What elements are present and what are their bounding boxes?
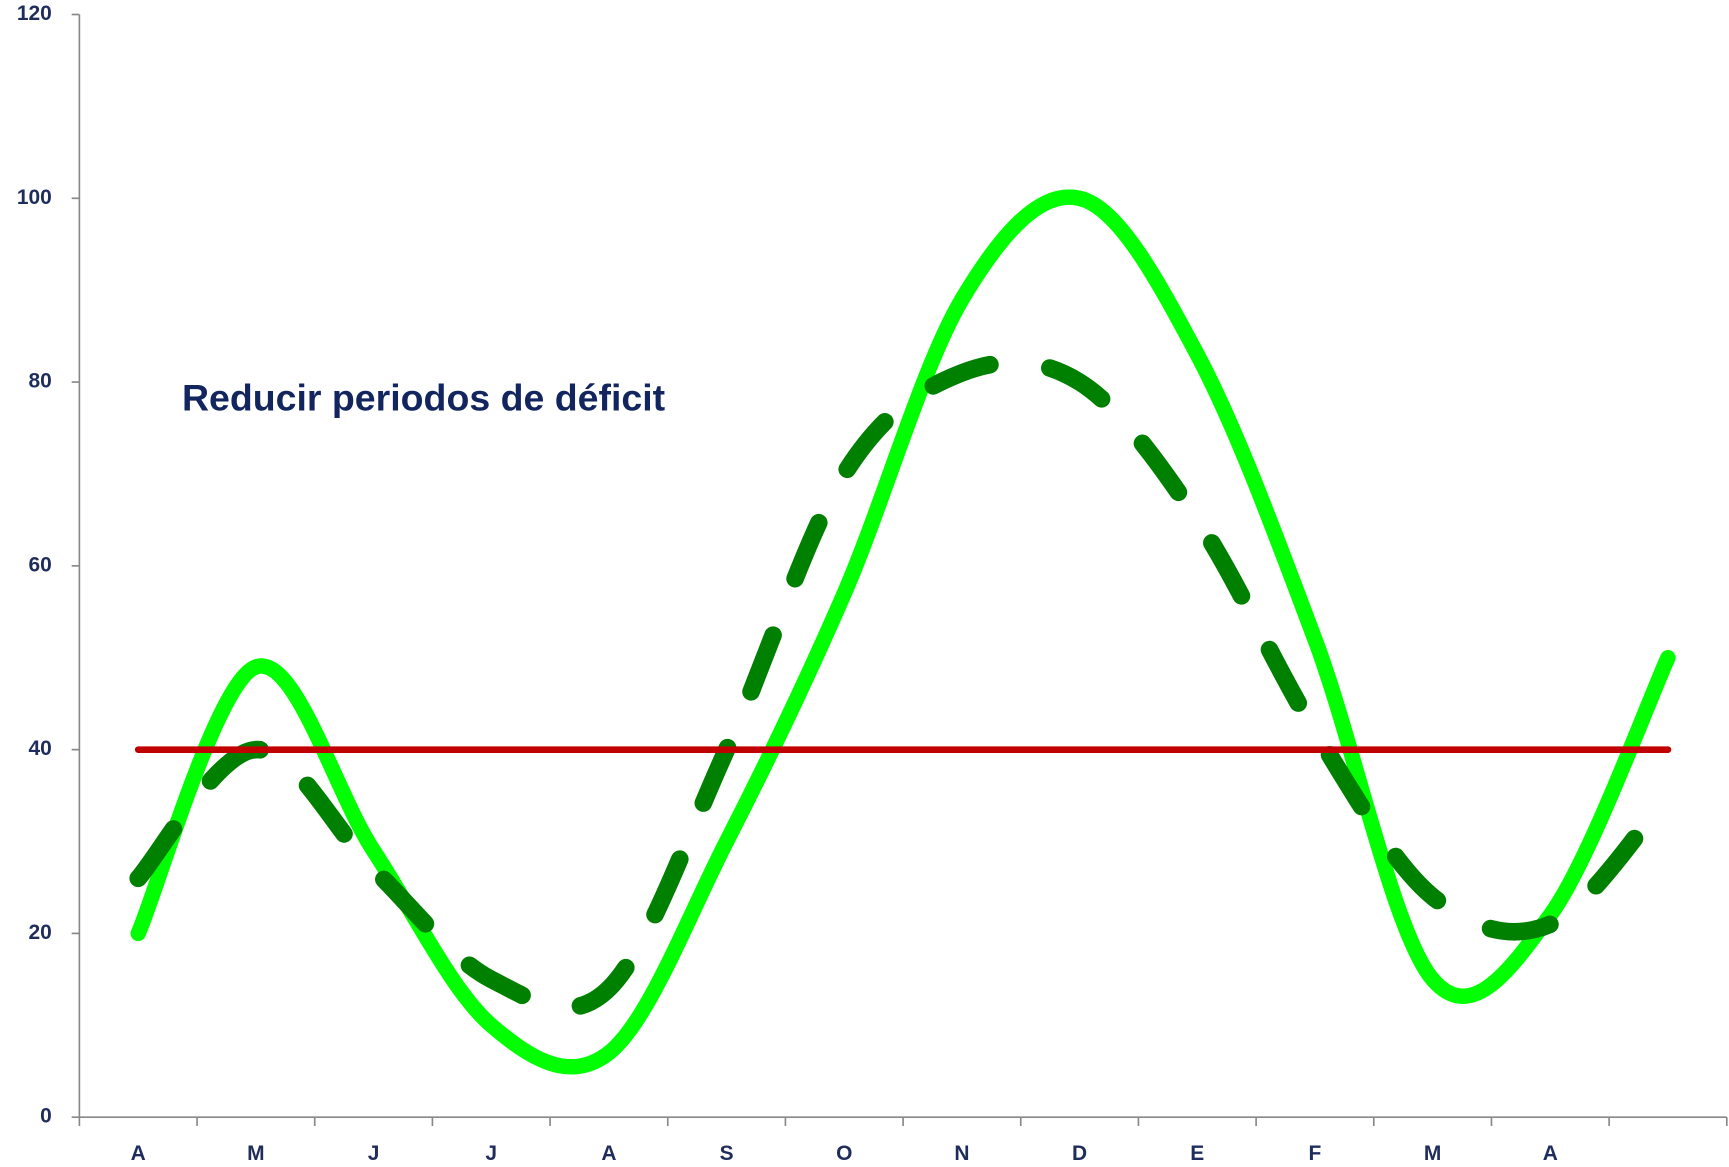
y-tick-label: 0: [40, 1105, 52, 1128]
x-tick-label: N: [954, 1142, 969, 1165]
y-tick-label: 120: [17, 2, 52, 25]
x-tick-label: F: [1309, 1142, 1322, 1165]
x-tick-label: A: [131, 1142, 146, 1165]
y-tick-label: 40: [29, 737, 52, 760]
annotation: Reducir periodos de déficit: [182, 376, 666, 418]
series-line: [130, 189, 1676, 1075]
series-line: [129, 353, 1677, 1017]
y-tick-label: 100: [17, 186, 52, 209]
x-tick-label: A: [1543, 1142, 1558, 1165]
y-tick-label: 60: [29, 553, 52, 576]
x-tick-label: J: [485, 1142, 497, 1165]
x-tick-label: S: [720, 1142, 734, 1165]
x-tick-label: O: [836, 1142, 852, 1165]
x-tick-label: J: [368, 1142, 380, 1165]
x-tick-label: D: [1072, 1142, 1087, 1165]
y-tick-label: 80: [29, 370, 52, 393]
x-tick-label: M: [247, 1142, 264, 1165]
x-tick-label: E: [1190, 1142, 1204, 1165]
x-tick-label: M: [1424, 1142, 1441, 1165]
y-tick-label: 20: [29, 921, 52, 944]
x-tick-label: A: [601, 1142, 616, 1165]
